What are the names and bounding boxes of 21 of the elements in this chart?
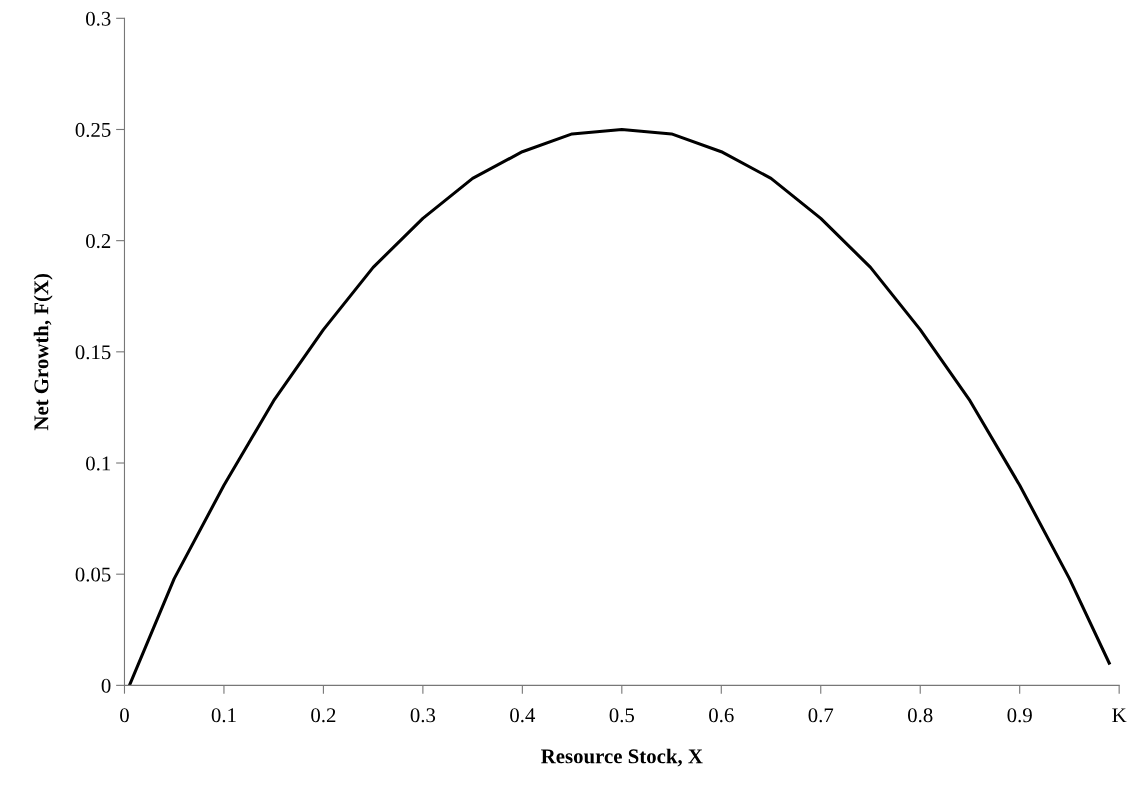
x-axis-title: Resource Stock, X [541,748,703,767]
y-tick-label: 0 [101,678,111,693]
y-tick-label: 0.2 [86,234,111,249]
x-tick-label: 0.5 [609,708,635,723]
x-tick-label: K [1112,708,1127,723]
x-tick-label: 0.6 [709,708,734,723]
x-tick-label: 0.8 [908,708,933,723]
y-tick-label: 0.3 [86,11,111,26]
y-tick-label: 0.05 [75,567,111,582]
x-tick-label: 0.7 [808,708,834,723]
x-tick-label: 0.2 [311,708,336,723]
x-tick-label: 0.3 [410,708,436,723]
y-tick-label: 0.15 [75,345,111,360]
y-axis-title: Net Growth, F(X) [33,273,53,431]
x-tick-label: 0.4 [510,708,536,723]
x-tick-label: 0 [120,708,129,723]
line-series [127,127,1111,686]
x-tick-label: 0.9 [1007,708,1032,723]
x-tick-label: 0.1 [211,708,236,723]
y-tick-label: 0.25 [75,122,111,138]
y-tick-label: 0.1 [86,456,111,471]
